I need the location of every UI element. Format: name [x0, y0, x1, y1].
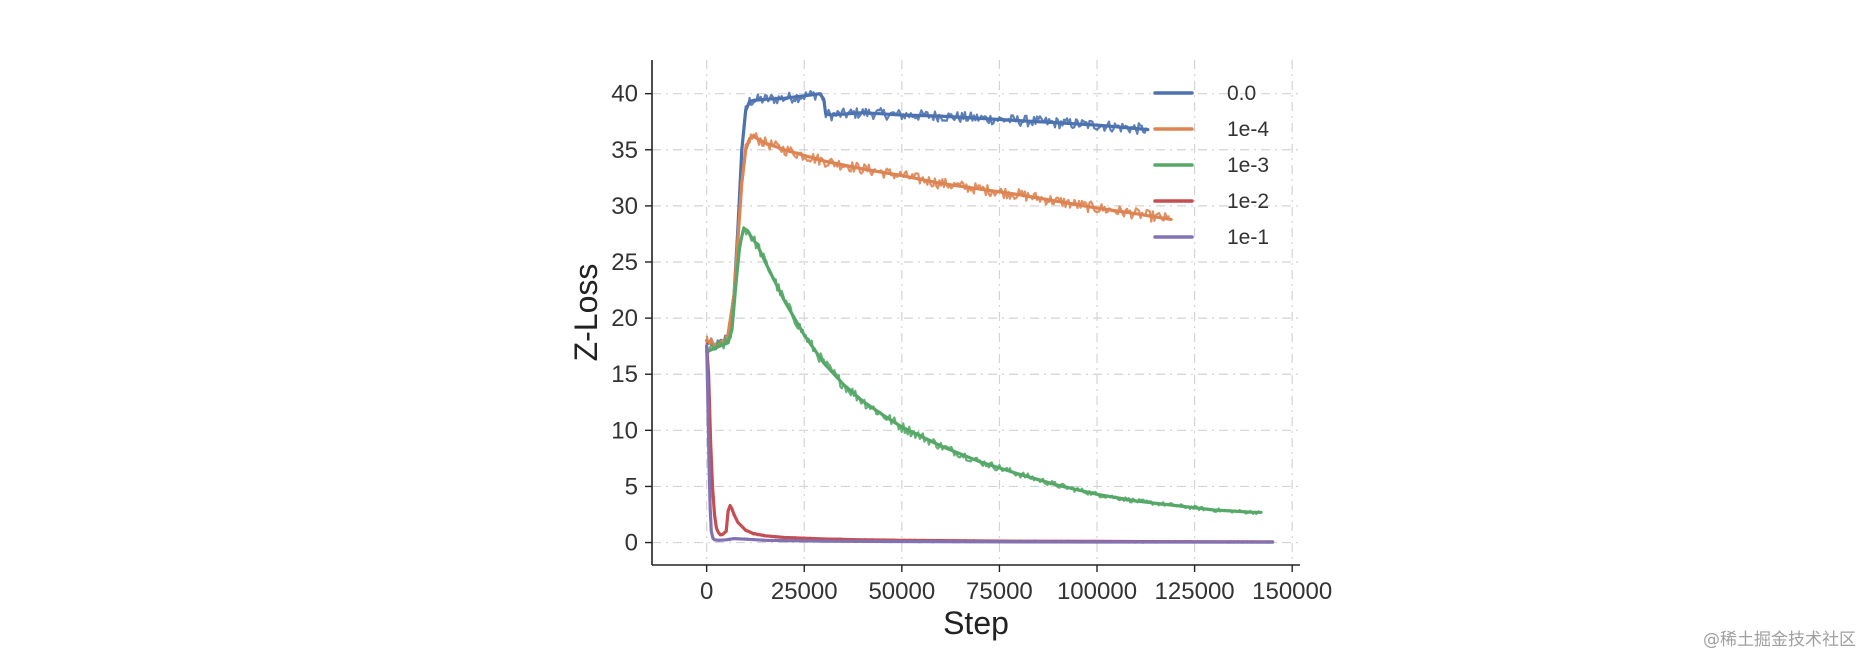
- series-0.0: [705, 90, 1150, 351]
- x-axis-title: Step: [943, 605, 1009, 641]
- series-line-noise: [705, 132, 1170, 348]
- series-line-noise: [705, 90, 1148, 351]
- legend-label-1e-1: 1e-1: [1227, 226, 1269, 249]
- y-axis-title: Z-Loss: [568, 264, 604, 362]
- series-line: [705, 134, 1173, 348]
- tick-labels: 0 25000 50000 75000 100000 125000 150000 0 5 10 15…: [611, 81, 1332, 605]
- series-1e-3: [705, 226, 1263, 516]
- legend-label-1e-4: 1e-4: [1227, 118, 1269, 141]
- y-tick-label: 25: [611, 249, 638, 276]
- y-tick-label: 35: [611, 137, 638, 164]
- legend: 0.0 1e-4 1e-3 1e-2 1e-1: [1153, 82, 1269, 249]
- y-tick-label: 30: [611, 193, 638, 220]
- y-tick-label: 40: [611, 81, 638, 108]
- legend-label-0.0: 0.0: [1227, 82, 1256, 105]
- y-tick-label: 10: [611, 417, 638, 444]
- x-tick-label: 50000: [868, 578, 935, 605]
- watermark-text: @稀土掘金技术社区: [1703, 630, 1856, 650]
- series-line: [705, 344, 1275, 544]
- series-line: [705, 226, 1263, 514]
- x-tick-label: 75000: [966, 578, 1033, 605]
- series-line-noise: [705, 342, 1272, 544]
- grid-lines: [652, 60, 1300, 565]
- legend-label-1e-3: 1e-3: [1227, 154, 1269, 177]
- y-tick-label: 15: [611, 361, 638, 388]
- series-line: [705, 92, 1150, 348]
- x-tick-label: 0: [700, 578, 713, 605]
- series-1e-4: [705, 132, 1173, 348]
- x-tick-label: 150000: [1252, 578, 1332, 605]
- series-1e-1: [705, 343, 1275, 544]
- y-tick-label: 0: [625, 530, 638, 557]
- series-lines: [705, 90, 1275, 544]
- x-tick-label: 25000: [771, 578, 838, 605]
- legend-label-1e-2: 1e-2: [1227, 190, 1269, 213]
- y-tick-label: 5: [625, 473, 638, 500]
- x-tick-label: 125000: [1155, 578, 1235, 605]
- x-tick-label: 100000: [1057, 578, 1137, 605]
- series-line-noise: [705, 226, 1261, 516]
- series-1e-2: [705, 342, 1275, 544]
- series-line: [705, 344, 1275, 544]
- y-tick-label: 20: [611, 305, 638, 332]
- axes: [645, 60, 1300, 572]
